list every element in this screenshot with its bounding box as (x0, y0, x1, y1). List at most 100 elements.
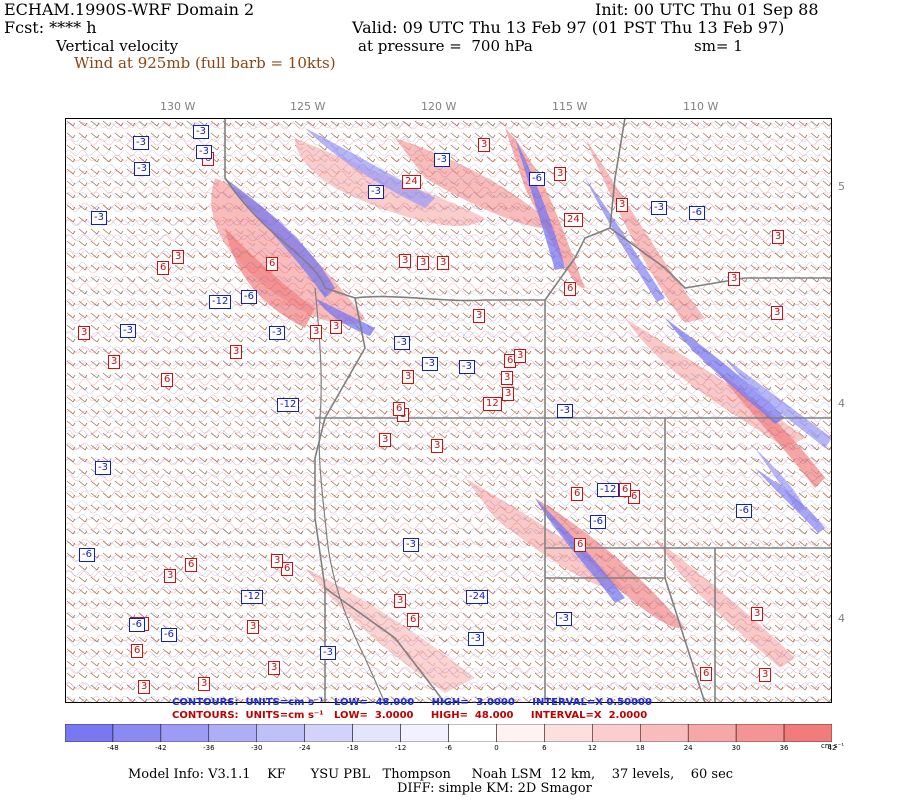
lat-label: 5 (838, 180, 845, 193)
colorbar-swatch (208, 724, 257, 742)
positive-contour-label: 6 (281, 562, 294, 576)
positive-contour-label: 3 (230, 345, 243, 359)
negative-contour-label: -3 (95, 461, 111, 475)
init-time: Init: 00 UTC Thu 01 Sep 88 (595, 0, 819, 19)
negative-contour-label: -3 (196, 145, 212, 159)
negative-contour-label: -3 (91, 211, 107, 225)
positive-contour-label: 3 (394, 594, 407, 608)
negative-contour-label: -6 (241, 290, 257, 304)
positive-contour-label: 3 (164, 569, 177, 583)
positive-contour-label: 6 (574, 538, 587, 552)
positive-contour-label: 6 (161, 373, 174, 387)
colorbar-swatch (304, 724, 353, 742)
colorbar-swatch (448, 724, 497, 742)
positive-contour-label: 3 (751, 607, 764, 621)
model-info: Model Info: V3.1.1 KF YSU PBL Thompson N… (128, 767, 734, 782)
contours-positive: CONTOURS: UNITS=cm s⁻¹ LOW= 3.0000 HIGH=… (172, 710, 648, 721)
positive-contour-label: 12 (483, 397, 502, 411)
positive-contour-label: 6 (619, 483, 632, 497)
colorbar-swatch (112, 724, 162, 742)
colorbar-tick-label: -36 (203, 744, 215, 752)
positive-contour-label: 6 (564, 282, 577, 296)
positive-contour-label: 3 (138, 680, 151, 694)
negative-contour-label: -12 (597, 483, 620, 497)
colorbar-swatch (65, 724, 114, 742)
forecast-hour: Fcst: **** h (4, 18, 97, 37)
diff-info: DIFF: simple KM: 2D Smagor (397, 781, 592, 796)
negative-contour-label: -3 (120, 324, 136, 338)
positive-contour-label: 3 (198, 677, 211, 691)
positive-contour-label: 3 (271, 554, 284, 568)
valid-time: Valid: 09 UTC Thu 13 Feb 97 (01 PST Thu … (352, 18, 785, 37)
positive-contour-label: 6 (393, 402, 406, 416)
negative-contour-label: -6 (736, 504, 752, 518)
positive-contour-label: 3 (501, 371, 514, 385)
field-name: Vertical velocity (56, 37, 179, 55)
colorbar-tick-label: -24 (298, 744, 311, 752)
colorbar-swatch (640, 724, 689, 742)
negative-contour-label: -3 (269, 326, 285, 340)
positive-contour-label: 3 (554, 167, 567, 181)
colorbar-swatch (783, 724, 832, 742)
colorbar-tick-label: -6 (445, 744, 452, 752)
colorbar-swatch (352, 724, 401, 742)
negative-contour-label: -3 (133, 136, 149, 150)
positive-contour-label: 3 (268, 661, 281, 675)
positive-contour-label: 3 (728, 272, 741, 286)
colorbar-swatch (687, 724, 737, 742)
colorbar-tick-label: -18 (346, 744, 359, 752)
negative-contour-label: -3 (459, 360, 475, 374)
colorbar-tick-label: 6 (542, 744, 547, 752)
contour-label-layer: 3631266332412636336333636333632436363363… (65, 118, 832, 703)
negative-contour-label: -3 (557, 404, 573, 418)
positive-contour-label: 24 (564, 213, 583, 227)
colorbar-tick-label: -42 (155, 744, 167, 752)
colorbar-tick-label: -48 (107, 744, 119, 752)
positive-contour-label: 3 (478, 138, 491, 152)
positive-contour-label: 3 (514, 349, 527, 363)
state-borders (224, 118, 832, 703)
lon-label: 115 W (552, 100, 588, 113)
positive-contour-label: 3 (330, 320, 343, 334)
positive-contour-label: 3 (502, 387, 515, 401)
colorbar-tick-label: 42 (827, 744, 837, 752)
colorbar-tick-label: 18 (635, 744, 645, 752)
negative-contour-label: -6 (161, 628, 177, 642)
positive-contour-label: 24 (402, 175, 421, 189)
positive-contour-label: 6 (571, 487, 584, 501)
negative-contour-label: -3 (556, 612, 572, 626)
negative-contour-label: -3 (651, 201, 667, 215)
negative-contour-label: -6 (689, 206, 705, 220)
negative-contour-label: -3 (134, 162, 150, 176)
colorbar-swatch (160, 724, 210, 742)
positive-contour-label: 3 (310, 325, 323, 339)
colorbar-swatch (592, 724, 641, 742)
positive-contour-label: 3 (771, 306, 784, 320)
negative-contour-label: -6 (79, 548, 95, 562)
colorbar-tick-label: -30 (251, 744, 263, 752)
wind-legend: Wind at 925mb (full barb = 10kts) (74, 54, 336, 72)
lon-label: 110 W (683, 100, 719, 113)
negative-contour-label: -12 (241, 590, 264, 604)
negative-contour-label: -12 (209, 295, 232, 309)
negative-contour-label: -3 (434, 153, 450, 167)
positive-contour-label: 6 (185, 558, 198, 572)
model-title: ECHAM.1990S-WRF Domain 2 (4, 0, 255, 19)
positive-contour-label: 3 (437, 256, 450, 270)
negative-contour-label: -3 (394, 336, 410, 350)
colorbar-tick-label: 12 (587, 744, 597, 752)
negative-contour-label: -3 (320, 646, 336, 660)
smoothing: sm= 1 (694, 37, 743, 55)
negative-contour-label: -6 (129, 618, 145, 632)
colorbar-swatch (735, 724, 785, 742)
negative-contour-label: -3 (368, 185, 384, 199)
positive-contour-label: 3 (379, 433, 392, 447)
colorbar-tick-label: 24 (683, 744, 693, 752)
positive-contour-label: 6 (157, 261, 170, 275)
negative-contour-label: -3 (193, 125, 209, 139)
lon-label: 130 W (160, 100, 196, 113)
lat-label: 4 (838, 612, 845, 625)
negative-contour-label: -3 (422, 357, 438, 371)
colorbar-unit: cm s⁻¹ (821, 742, 845, 750)
colorbar (65, 724, 832, 742)
